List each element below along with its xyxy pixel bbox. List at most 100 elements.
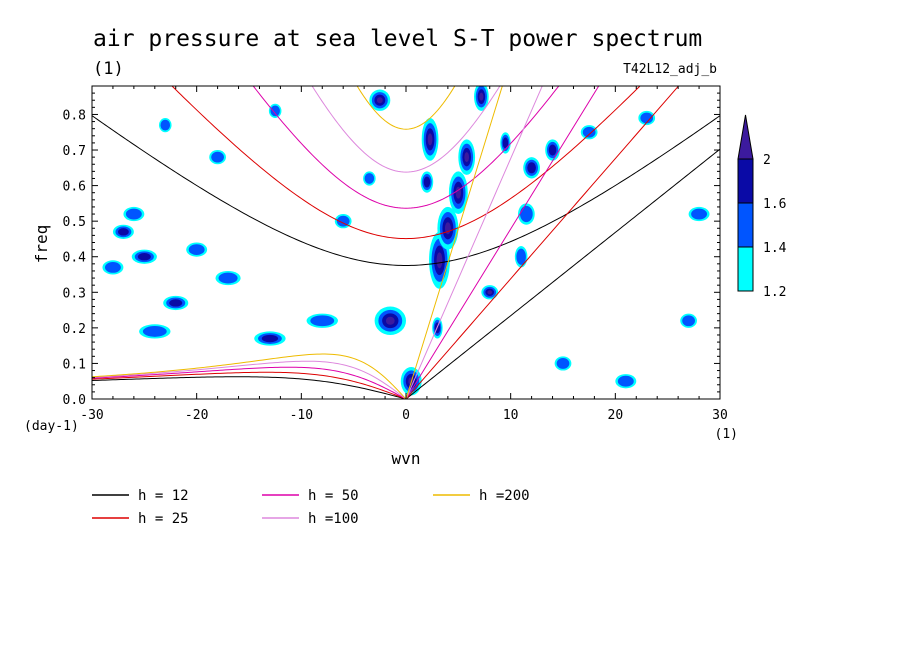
x-tick-label: -20: [185, 408, 208, 423]
legend-item: h =200: [433, 488, 530, 504]
colorbar-swatch: [737, 246, 754, 292]
colorbar-label: 1.6: [763, 197, 786, 212]
legend-item: h = 25: [92, 511, 189, 527]
power-blob-level-2: [169, 299, 183, 307]
power-blob: [481, 285, 499, 300]
colorbar-label: 2: [763, 153, 771, 168]
power-blob: [638, 110, 656, 126]
power-blob-level-1: [520, 205, 533, 223]
gravity-curve-h12: [92, 115, 720, 266]
dispersion-curves: [92, 86, 720, 399]
power-blob-level-2: [548, 144, 557, 156]
kelvin-curve-h100: [405, 86, 543, 399]
chart-subtitle-left: (1): [93, 59, 124, 79]
legend-label: h = 12: [138, 488, 189, 504]
y-tick-label: 0.5: [63, 215, 86, 230]
rossby-curve-h50: [92, 366, 407, 399]
power-blob: [209, 150, 226, 165]
power-blob: [615, 374, 637, 389]
power-blob: [158, 118, 172, 133]
x-tick-label: -30: [80, 408, 103, 423]
power-blob: [186, 242, 208, 257]
power-blob: [215, 270, 241, 286]
power-blob-level-2: [261, 334, 279, 343]
y-tick-label: 0.8: [63, 108, 86, 123]
power-blob-level-1: [142, 326, 167, 337]
power-blob-level-1: [160, 119, 171, 131]
y-tick-label: 0.7: [63, 144, 86, 159]
gravity-curve-h25: [171, 86, 641, 240]
x-axis: -30 -20 -10 0 10 20 30: [80, 86, 728, 423]
power-blob: [545, 139, 560, 161]
power-blob-level-2: [137, 253, 151, 261]
power-blob: [514, 246, 528, 268]
gravity-curve-h200: [356, 86, 456, 130]
kelvin-curve-h50: [405, 86, 600, 399]
power-blob-level-1: [640, 112, 654, 124]
power-blob-level-1: [556, 358, 570, 369]
power-blob: [458, 139, 476, 175]
power-blob: [112, 224, 134, 239]
colorbar-label: 1.4: [763, 241, 787, 256]
power-blob-level-3: [487, 290, 493, 295]
x-tick-label: 20: [608, 408, 624, 423]
power-blob-level-3: [479, 92, 484, 101]
power-blob: [580, 125, 598, 140]
power-blob: [437, 206, 459, 250]
power-blob: [474, 86, 489, 111]
x-axis-label: wvn: [392, 449, 421, 468]
y-tick-label: 0.0: [63, 393, 86, 408]
power-blob-level-2: [117, 228, 129, 236]
legend-label: h =100: [308, 511, 359, 527]
power-blob-level-1: [582, 126, 596, 138]
power-blob-level-3: [427, 133, 433, 146]
power-contours: [102, 86, 710, 396]
y-axis-unit: (day-1): [24, 419, 79, 434]
power-blob-level-3: [385, 316, 395, 325]
legend-item: h = 12: [92, 488, 189, 504]
legend-label: h =200: [479, 488, 530, 504]
x-axis-unit: (1): [715, 427, 738, 442]
colorbar-label: 1.2: [763, 285, 786, 300]
power-blob: [680, 313, 697, 328]
power-blob-level-2: [527, 162, 536, 174]
power-blob: [254, 331, 286, 346]
x-tick-label: 30: [712, 408, 728, 423]
power-blob: [306, 313, 338, 328]
power-blob: [421, 118, 439, 161]
power-blob-level-1: [617, 375, 634, 387]
y-tick-label: 0.3: [63, 286, 86, 301]
y-tick-label: 0.4: [63, 251, 87, 266]
x-tick-label: 0: [402, 408, 410, 423]
kelvin-curve-h12: [405, 148, 720, 399]
power-blob: [517, 203, 535, 225]
kelvin-curve-h25: [405, 86, 680, 399]
power-blob-level-3: [376, 97, 383, 104]
colorbar-swatch: [737, 158, 754, 204]
power-blob-level-3: [464, 152, 470, 163]
power-blob: [102, 260, 124, 275]
rossby-curve-h200: [92, 353, 407, 399]
power-blob-level-1: [188, 244, 205, 256]
power-blob-level-1: [336, 215, 350, 227]
y-tick-label: 0.6: [63, 180, 86, 195]
power-blob: [268, 103, 282, 119]
power-blob-level-1: [310, 315, 335, 327]
colorbar-swatch: [737, 202, 754, 248]
power-blob: [363, 171, 376, 186]
legend-label: h = 25: [138, 511, 189, 527]
legend-label: h = 50: [308, 488, 359, 504]
power-blob: [374, 306, 406, 335]
chart-subtitle-right: T42L12_adj_b: [623, 62, 717, 77]
power-blob: [369, 89, 391, 111]
power-blob-level-1: [516, 248, 526, 265]
power-blob: [523, 157, 540, 179]
power-blob: [131, 249, 157, 264]
rossby-curve-h25: [92, 371, 407, 399]
power-blob: [500, 132, 511, 154]
power-blob: [554, 356, 572, 371]
legend-item: h = 50: [262, 488, 359, 504]
power-blob-level-1: [218, 272, 238, 284]
power-blob: [163, 295, 189, 311]
power-blob-level-1: [682, 315, 695, 327]
